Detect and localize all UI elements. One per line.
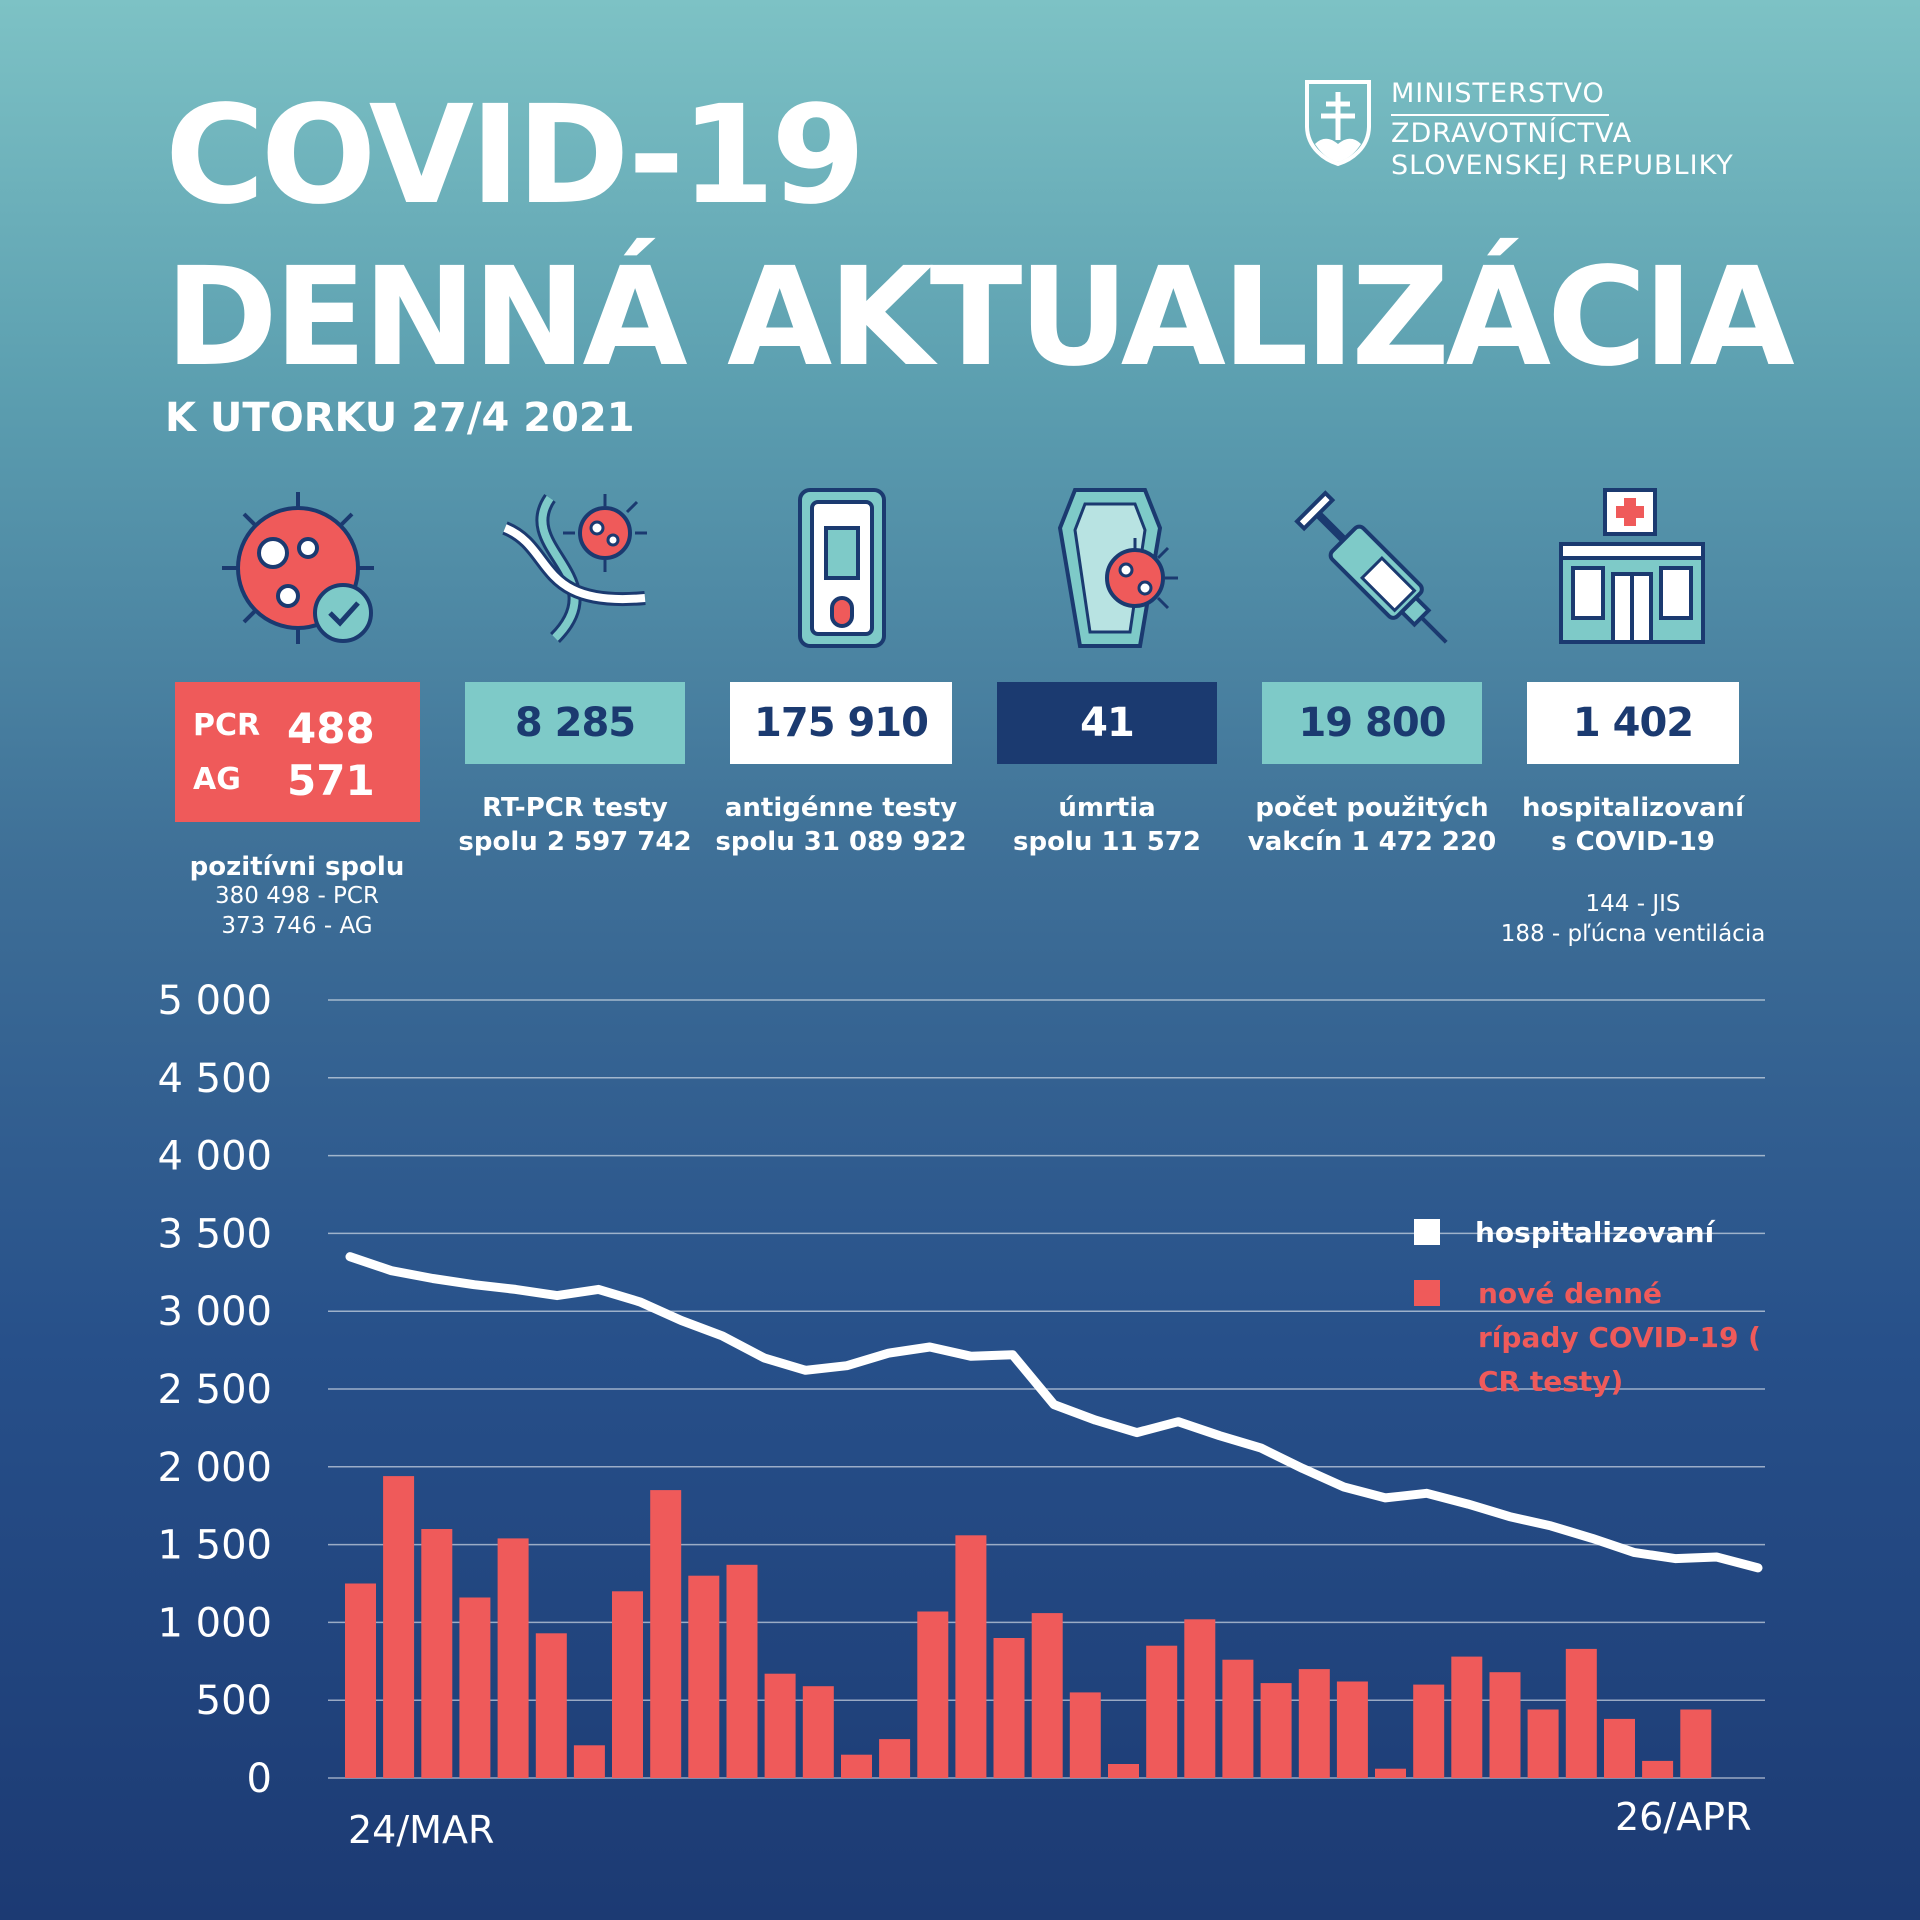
case-bar [1298, 1669, 1330, 1778]
case-bar [955, 1535, 987, 1778]
case-bar [1489, 1672, 1521, 1778]
hospital-jis: 144 - JIS [1585, 891, 1681, 917]
case-bar [1642, 1760, 1674, 1778]
case-bar [345, 1583, 376, 1778]
y-tick-label: 1 500 [157, 1523, 272, 1569]
y-tick-label: 5 000 [157, 978, 272, 1024]
ministry-line-3: SLOVENSKEJ REPUBLIKY [1391, 150, 1734, 181]
slovak-coat-of-arms-icon [1305, 80, 1371, 166]
case-bar [1222, 1659, 1254, 1778]
ag-value: 571 [287, 756, 375, 805]
case-bar [1031, 1613, 1063, 1778]
y-tick-label: 0 [247, 1756, 272, 1802]
y-tick-label: 3 500 [157, 1211, 272, 1257]
y-tick-label: 2 500 [157, 1367, 272, 1413]
case-bar [917, 1611, 949, 1778]
legend-label-cases: nové denné rípady COVID-19 ( CR testy) [1478, 1277, 1771, 1398]
deaths-label-1: úmrtia [1058, 793, 1156, 823]
legend-swatch-cases [1414, 1280, 1440, 1306]
case-bar [1184, 1619, 1216, 1778]
case-bar [841, 1754, 872, 1778]
syringe-icon [1294, 490, 1448, 644]
deaths-label-2: spolu 11 572 [1013, 827, 1201, 857]
pcr-label: PCR [193, 708, 261, 743]
hospital-icon [1559, 488, 1705, 644]
rtpcr-label-2: spolu 2 597 742 [458, 827, 692, 857]
hospital-label-2: s COVID-19 [1551, 827, 1715, 857]
y-tick-label: 500 [196, 1678, 272, 1724]
case-bar [726, 1564, 758, 1778]
case-bar [535, 1633, 567, 1778]
case-bar [1604, 1718, 1635, 1778]
positive-total-pcr: 380 498 - PCR [215, 883, 379, 909]
ministry-line-2: ZDRAVOTNÍCTVA [1391, 118, 1633, 149]
case-bar [612, 1591, 643, 1778]
case-bar [1451, 1656, 1483, 1778]
case-bar [1069, 1692, 1101, 1778]
legend-swatch-hospitalized [1414, 1219, 1440, 1245]
case-bar [421, 1529, 453, 1778]
hospital-value: 1 402 [1527, 682, 1739, 764]
rtpcr-label-1: RT-PCR testy [482, 793, 668, 823]
case-bar [1108, 1764, 1139, 1778]
virus-check-icon [222, 492, 374, 644]
case-bar [1527, 1709, 1559, 1778]
dna-virus-icon [502, 493, 647, 643]
case-bar [879, 1739, 911, 1778]
y-tick-label: 4 500 [157, 1056, 272, 1102]
hospital-label-1: hospitalizovaní [1521, 793, 1745, 823]
vaccines-value: 19 800 [1262, 682, 1482, 764]
ministry-line-1: MINISTERSTVO [1391, 78, 1605, 109]
case-bar [1375, 1768, 1406, 1778]
y-tick-label: 3 000 [157, 1289, 272, 1335]
x-start-label: 24/MAR [348, 1808, 494, 1852]
case-bar [764, 1673, 796, 1778]
coffin-virus-icon [1057, 488, 1178, 648]
case-bar [1413, 1684, 1445, 1778]
antigen-label-1: antigénne testy [724, 793, 958, 823]
hospitalization-cases-chart: 5 000 4 500 4 000 3 500 3 000 2 500 2 000 1 500… [157, 978, 1771, 1852]
y-tick-label: 4 000 [157, 1134, 272, 1180]
x-end-label: 26/APR [1615, 1795, 1751, 1839]
case-bar [1565, 1648, 1597, 1778]
case-bar [383, 1476, 415, 1778]
antigen-label-2: spolu 31 089 922 [715, 827, 967, 857]
legend-label-hospitalized: hospitalizovaní [1475, 1216, 1716, 1249]
vaccines-label-2: vakcín 1 472 220 [1247, 827, 1497, 857]
case-bar [993, 1638, 1025, 1778]
ag-label: AG [193, 762, 241, 797]
case-bar [573, 1745, 605, 1778]
rtpcr-value: 8 285 [465, 682, 685, 764]
case-bar [1680, 1709, 1712, 1778]
case-bar [459, 1597, 491, 1778]
case-bar [497, 1538, 529, 1778]
case-bar [1336, 1681, 1368, 1778]
y-axis-ticks: 5 000 4 500 4 000 3 500 3 000 2 500 2 000 1 500… [157, 978, 272, 1802]
case-bar [1146, 1645, 1178, 1778]
chart-gridlines [328, 999, 1765, 1779]
case-bar [650, 1490, 682, 1778]
hospitalized-line [345, 1252, 1763, 1573]
antigen-test-icon [798, 488, 886, 648]
y-tick-label: 1 000 [157, 1600, 272, 1646]
case-bar [1260, 1683, 1292, 1778]
chart-legend: hospitalizovaní nové denné rípady COVID-… [1414, 1216, 1771, 1398]
positive-cases-box: PCR 488 AG 571 [175, 682, 420, 822]
deaths-value: 41 [997, 682, 1217, 764]
case-bar [802, 1686, 834, 1778]
vaccines-label-1: počet použitých [1255, 793, 1489, 823]
hospital-ventilation: 188 - pľúcna ventilácia [1500, 921, 1766, 947]
cases-bars [345, 1476, 1712, 1778]
positive-total-ag: 373 746 - AG [221, 913, 373, 939]
positive-caption: pozitívni spolu [189, 852, 405, 882]
antigen-value: 175 910 [730, 682, 952, 764]
title-line-1: COVID-19 [165, 77, 866, 235]
case-bar [688, 1575, 720, 1778]
y-tick-label: 2 000 [157, 1445, 272, 1491]
ministry-underline [1391, 114, 1609, 116]
pcr-value: 488 [287, 704, 375, 753]
title-line-2: DENNÁ AKTUALIZÁCIA [165, 239, 1795, 397]
report-date: K UTORKU 27/4 2021 [165, 395, 635, 441]
